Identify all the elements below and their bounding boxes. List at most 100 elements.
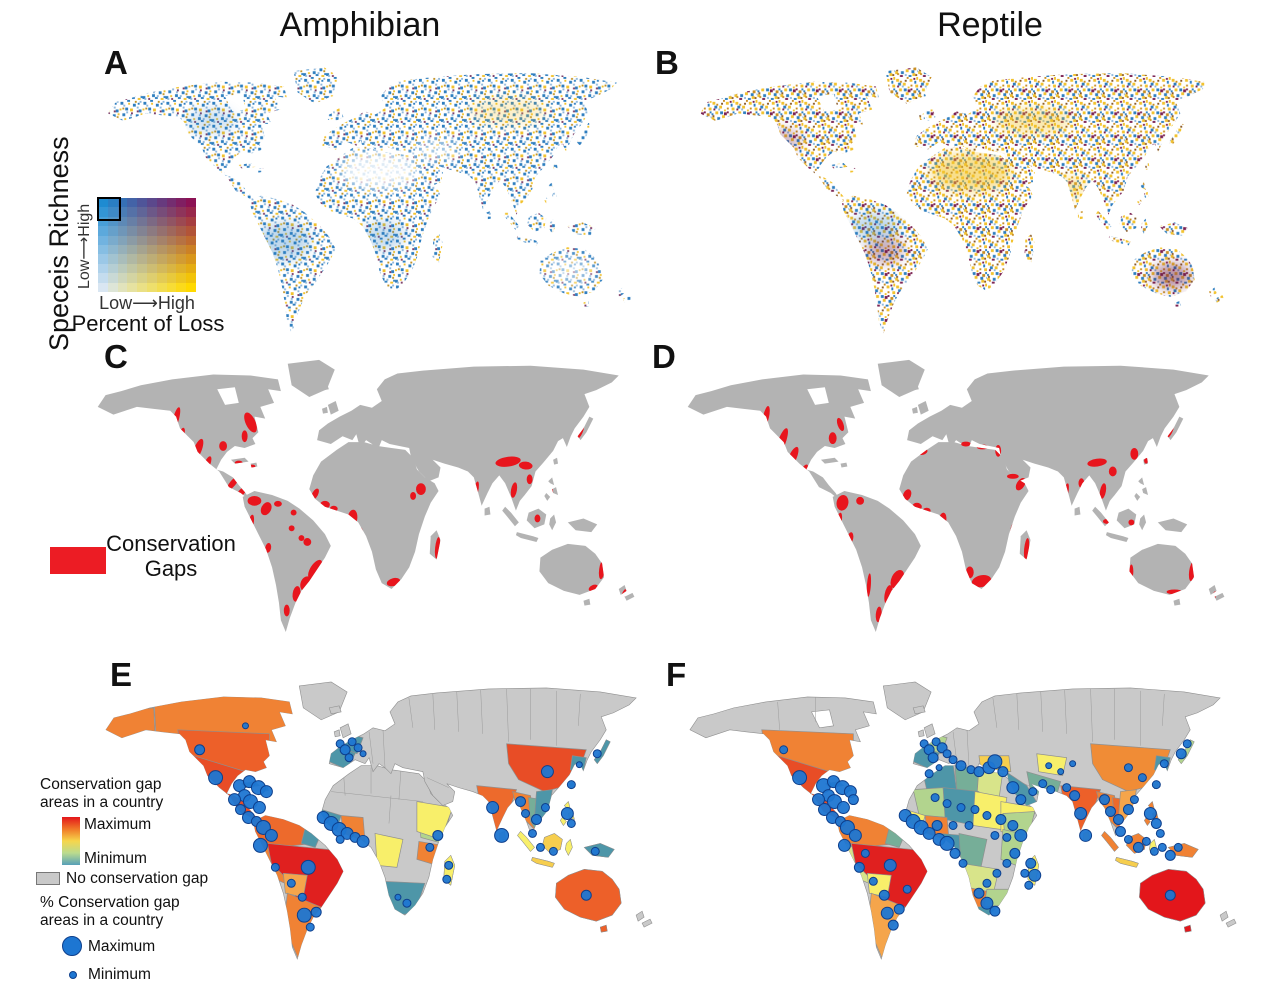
- gap-percentage-circle: [982, 878, 992, 888]
- tint-blob: [338, 151, 419, 190]
- gap-percentage-circle: [893, 903, 905, 915]
- bivariate-cell: [107, 273, 118, 283]
- bivariate-cell: [98, 273, 108, 283]
- gap-percentage-circle: [942, 799, 952, 809]
- bivariate-cell: [137, 273, 147, 283]
- gap-percentage-circle: [530, 814, 542, 825]
- gap-percentage-circle: [970, 805, 980, 815]
- gap-percentage-circle: [1122, 804, 1134, 816]
- landmass-borneo: [1116, 508, 1137, 529]
- bivariate-cell: [166, 235, 177, 245]
- gap-percentage-circle: [486, 801, 500, 815]
- bivariate-cell: [107, 198, 118, 208]
- gap-percentage-circle: [955, 760, 967, 772]
- bivariate-cell: [117, 254, 128, 264]
- gap-percentage-circle: [1123, 763, 1133, 773]
- bivariate-cell: [156, 282, 167, 292]
- landmass-java: [515, 532, 539, 542]
- bivariate-cell: [186, 254, 196, 264]
- landmass-greenland: [298, 681, 348, 721]
- gap-percentage-circle: [949, 847, 961, 859]
- bivariate-cell: [147, 273, 157, 283]
- conservation-gap-blob: [219, 441, 228, 451]
- island-australia: [554, 868, 622, 933]
- landmass-taiwan: [553, 457, 559, 465]
- bivariate-cell: [156, 207, 167, 217]
- gap-percentage-circle: [1014, 828, 1028, 842]
- tint-blob: [545, 255, 595, 285]
- gaps-swatch: [50, 547, 106, 574]
- tint-blob: [469, 98, 547, 125]
- gap-percentage-circle: [580, 889, 592, 901]
- gap-percentage-circle: [1132, 841, 1144, 853]
- landmass-nz: [1208, 287, 1225, 303]
- landmass-ireland: [917, 729, 925, 738]
- gap-percentage-circle: [948, 755, 958, 765]
- land-layer: [700, 67, 1225, 334]
- gap-percentage-circle: [779, 745, 789, 755]
- landmass-sumatra: [502, 506, 519, 527]
- conservation-gap-blob: [274, 500, 282, 507]
- gap-percentage-circle: [956, 803, 966, 813]
- bivariate-cell: [137, 263, 147, 274]
- gap-percentage-circle: [194, 744, 206, 756]
- conservation-gap-blob: [922, 507, 931, 514]
- conservation-gap-blob: [960, 441, 971, 447]
- landmass-philippines: [1136, 182, 1150, 206]
- gap-percentage-circle: [883, 858, 897, 872]
- gap-percentage-circle: [252, 837, 268, 853]
- landmass-sumatra: [503, 210, 520, 231]
- conservation-gap-blob: [247, 495, 262, 506]
- landmass-sulawesi: [549, 514, 557, 531]
- landmass-srilanka: [1077, 210, 1084, 220]
- conservation-gap-blob: [357, 527, 364, 540]
- gap-percentage-circle: [1182, 739, 1192, 749]
- bivariate-cell: [166, 244, 177, 255]
- country-region-mali: [912, 787, 948, 818]
- gap-percentage-circle: [310, 906, 322, 918]
- bivariate-cell: [137, 254, 147, 264]
- gap-percentage-circle: [1028, 868, 1042, 882]
- bivariate-x-title: Percent of Loss: [71, 311, 225, 336]
- island-australia: [1138, 868, 1206, 933]
- bivariate-cell: [156, 263, 167, 274]
- gap-percentage-circle: [575, 761, 583, 769]
- bivariate-cell: [186, 282, 196, 292]
- landmass-newguinea: [567, 222, 596, 236]
- gap-percentage-circle: [208, 770, 224, 786]
- gap-percentage-circle: [878, 889, 890, 901]
- bivariate-cell: [176, 282, 187, 292]
- bivariate-cell: [117, 198, 128, 208]
- gap-percentage-circle: [259, 785, 273, 799]
- gap-percentage-circle: [540, 803, 550, 813]
- gap-percentage-circle: [286, 878, 296, 888]
- bivariate-cell: [107, 254, 118, 264]
- conservation-gap-blob: [518, 461, 533, 470]
- bivariate-cell: [186, 235, 196, 245]
- bivariate-cell: [98, 198, 108, 208]
- gap-percentage-circle: [1046, 785, 1056, 795]
- gap-percentage-circle: [880, 906, 894, 920]
- gap-percentage-circle: [1099, 794, 1111, 806]
- gap-percentage-circle: [394, 893, 402, 901]
- landmass-greenland: [287, 359, 335, 398]
- gap-percentage-circle: [1112, 814, 1124, 825]
- country-region-southern_africa_big: [380, 880, 426, 916]
- bivariate-cell: [147, 226, 157, 236]
- tint-blob: [994, 108, 1072, 134]
- bivariate-cell: [107, 207, 118, 217]
- gap-percentage-circle: [924, 769, 934, 779]
- bivariate-cell: [166, 216, 177, 227]
- bivariate-cell: [117, 226, 128, 236]
- tint-blob: [865, 236, 904, 264]
- bivariate-cell: [147, 198, 157, 208]
- gap-percentage-circle: [812, 793, 825, 807]
- island-java: [1114, 856, 1139, 868]
- bivariate-cell: [117, 244, 128, 255]
- landmass-philippines: [544, 477, 559, 501]
- panel-label-c: C: [104, 338, 128, 375]
- landmass-australia: [539, 543, 605, 606]
- landmass-sumatra: [1095, 210, 1112, 231]
- bivariate-cell: [107, 226, 118, 236]
